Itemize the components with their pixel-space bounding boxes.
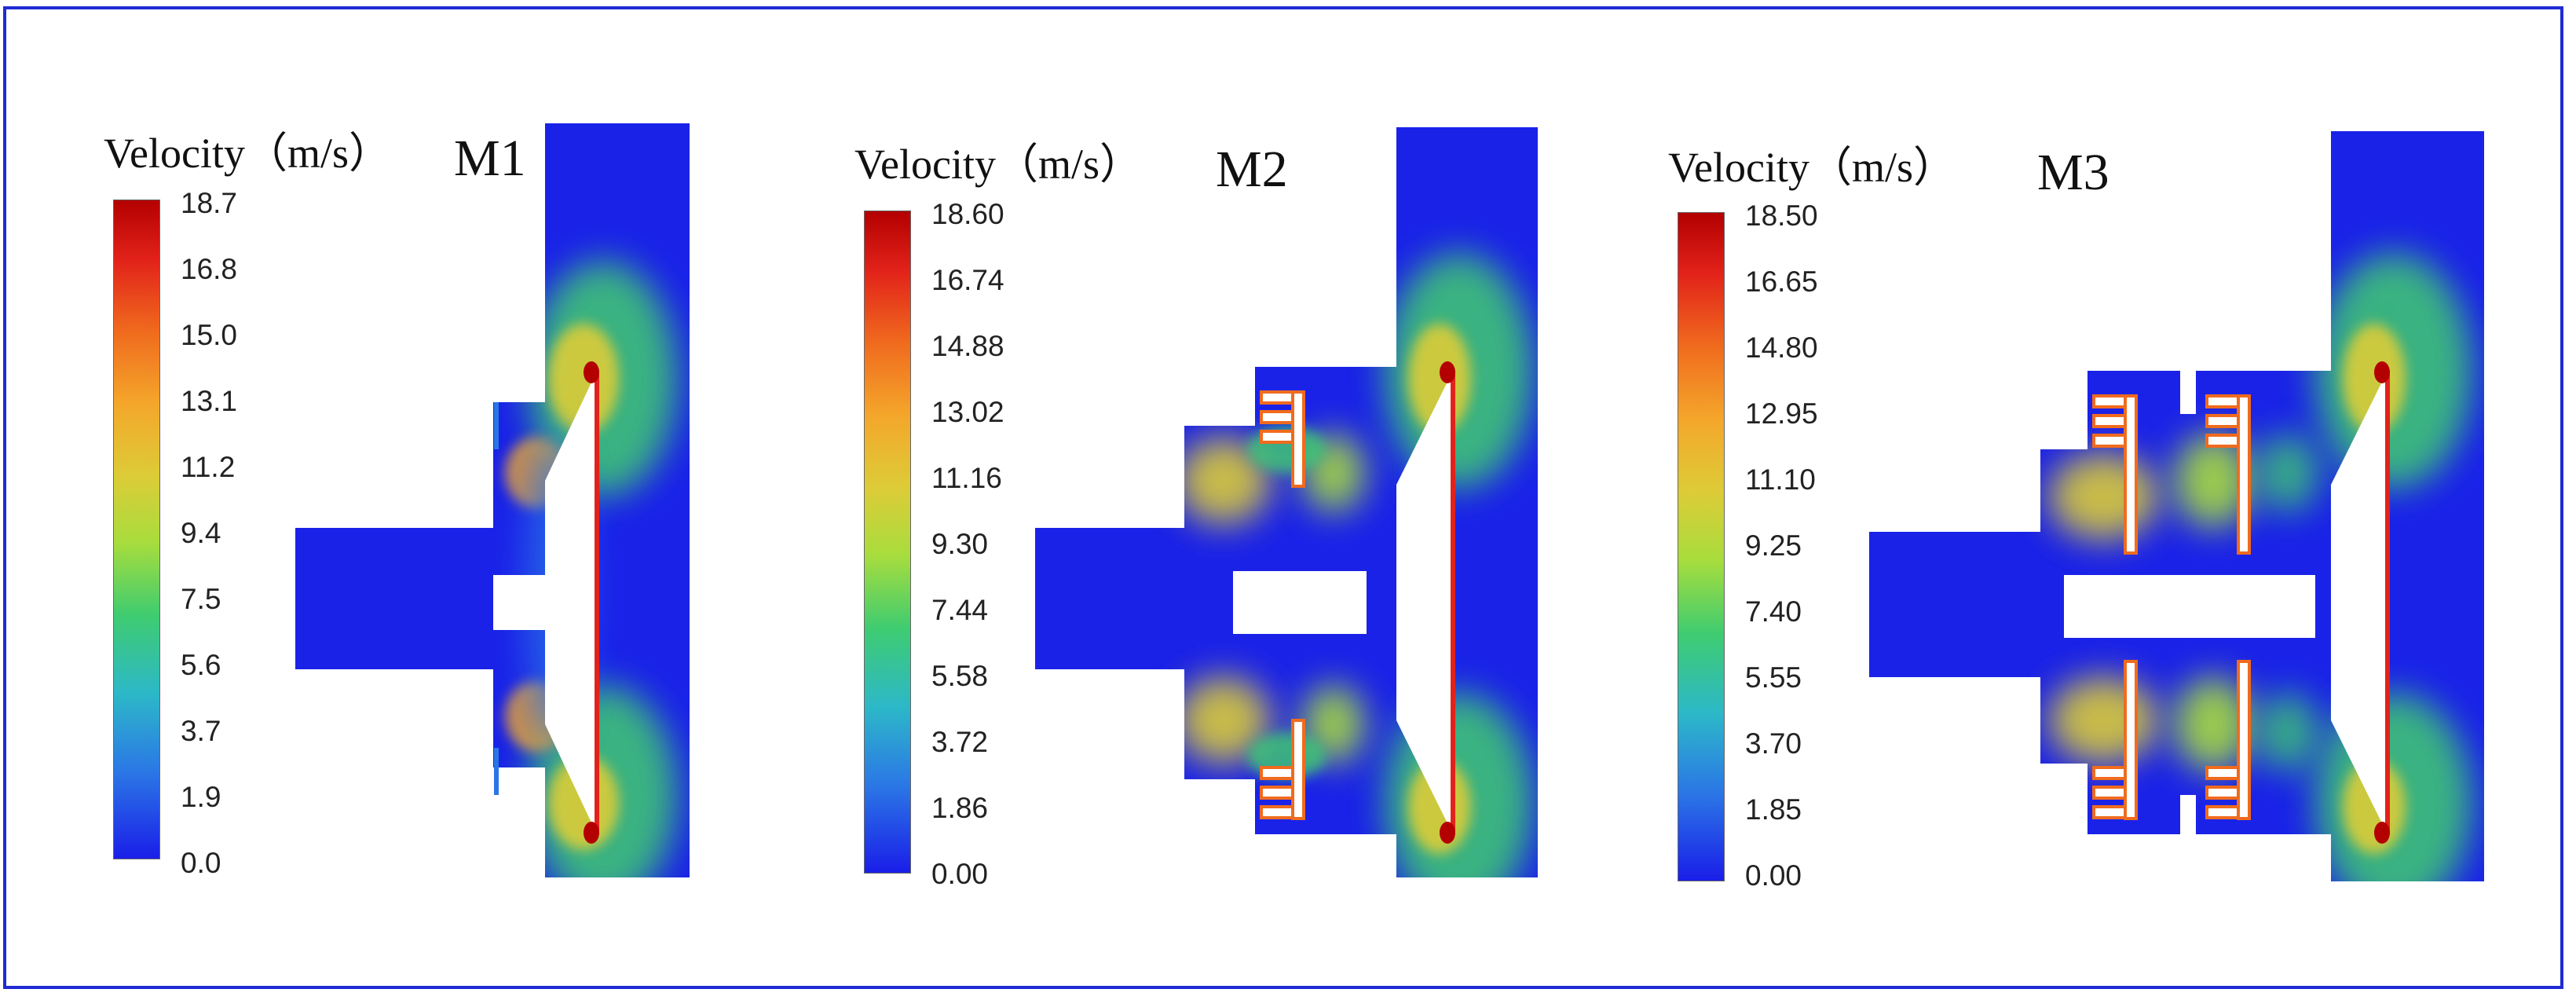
velocity-contour-m1 bbox=[295, 123, 690, 877]
colorbar-tick: 1.85 bbox=[1745, 793, 1802, 826]
panel-m1: Velocity（m/s） M1 18.7 16.8 15.0 13.1 11.… bbox=[6, 9, 823, 991]
colorbar-tick: 9.30 bbox=[931, 528, 989, 560]
model-label: M2 bbox=[1216, 141, 1288, 198]
panel-m3: Velocity（m/s） M3 18.50 16.65 14.80 12.95… bbox=[1663, 9, 2484, 991]
model-label: M1 bbox=[454, 130, 526, 187]
colorbar-title: Velocity（m/s） bbox=[104, 130, 391, 177]
labyrinth-upper bbox=[1260, 390, 1305, 488]
labyrinth-lower-2 bbox=[2205, 660, 2251, 820]
labyrinth-lower-1 bbox=[2092, 660, 2138, 820]
labyrinth-upper-1 bbox=[2092, 394, 2138, 555]
colorbar-tick: 14.80 bbox=[1745, 332, 1818, 364]
colorbar-tick: 3.7 bbox=[181, 715, 221, 747]
colorbar-tick: 5.58 bbox=[931, 660, 989, 692]
colorbar-tick: 16.8 bbox=[181, 253, 238, 285]
colorbar-tick: 7.5 bbox=[181, 583, 221, 615]
colorbar-tick: 1.86 bbox=[931, 792, 989, 824]
colorbar-tick: 14.88 bbox=[931, 330, 1004, 362]
colorbar-tick: 11.16 bbox=[931, 462, 1002, 494]
colorbar-title: Velocity（m/s） bbox=[854, 141, 1142, 188]
labyrinth-upper-2 bbox=[2205, 394, 2251, 555]
colorbar-tick: 13.1 bbox=[181, 385, 238, 417]
colorbar-tick: 3.72 bbox=[931, 726, 989, 758]
colorbar-tick: 18.7 bbox=[181, 187, 238, 219]
colorbar-tick: 18.60 bbox=[931, 198, 1004, 230]
colorbar-tick: 5.55 bbox=[1745, 661, 1802, 694]
colorbar-tick: 16.65 bbox=[1745, 266, 1818, 298]
colorbar-tick: 13.02 bbox=[931, 396, 1004, 428]
colorbar-tick: 11.10 bbox=[1745, 463, 1816, 496]
colorbar-tick: 9.25 bbox=[1745, 529, 1802, 562]
colorbar-tick: 9.4 bbox=[181, 517, 221, 549]
colorbar-tick: 0.0 bbox=[181, 847, 221, 879]
colorbar-tick: 5.6 bbox=[181, 649, 221, 681]
colorbar bbox=[1678, 212, 1725, 881]
velocity-contour-m3 bbox=[1869, 131, 2484, 881]
colorbar bbox=[864, 211, 911, 874]
colorbar-tick: 7.44 bbox=[931, 594, 989, 626]
colorbar bbox=[113, 200, 160, 859]
colorbar-tick: 7.40 bbox=[1745, 595, 1802, 628]
panel-m2: Velocity（m/s） M2 18.60 16.74 14.88 13.02… bbox=[831, 9, 1648, 991]
colorbar-tick: 1.9 bbox=[181, 781, 221, 813]
colorbar-tick: 0.00 bbox=[1745, 859, 1802, 892]
colorbar-tick: 16.74 bbox=[931, 264, 1004, 296]
model-label: M3 bbox=[2037, 144, 2109, 201]
colorbar-tick: 11.2 bbox=[181, 451, 236, 483]
velocity-contour-m2 bbox=[1035, 127, 1538, 877]
colorbar-tick: 3.70 bbox=[1745, 727, 1802, 760]
colorbar-tick: 12.95 bbox=[1745, 397, 1818, 430]
colorbar-tick: 15.0 bbox=[181, 319, 238, 351]
figure-frame: Velocity（m/s） M1 18.7 16.8 15.0 13.1 11.… bbox=[3, 6, 2563, 989]
colorbar-tick: 0.00 bbox=[931, 858, 989, 890]
labyrinth-lower bbox=[1260, 719, 1305, 820]
colorbar-title: Velocity（m/s） bbox=[1668, 144, 1956, 191]
colorbar-tick: 18.50 bbox=[1745, 200, 1818, 232]
